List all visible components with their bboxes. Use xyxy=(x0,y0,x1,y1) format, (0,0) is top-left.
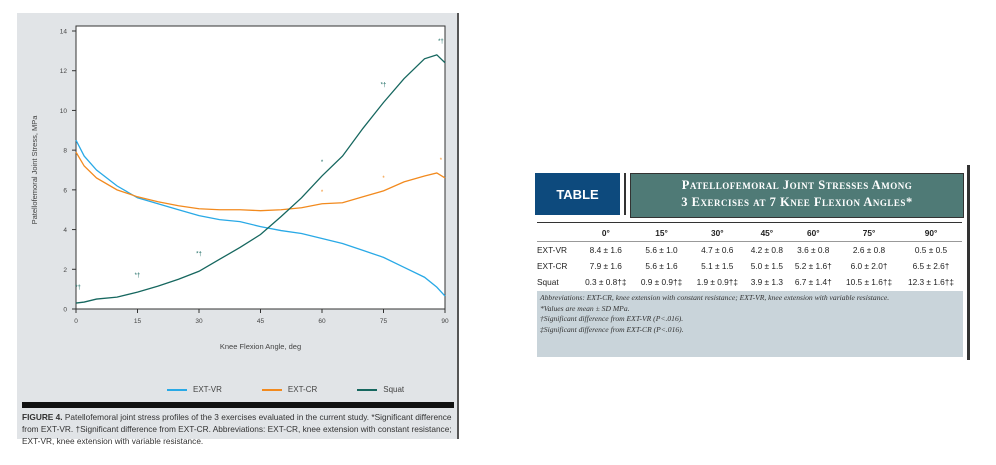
significance-marker: * xyxy=(382,176,385,182)
legend-item-squat: Squat xyxy=(357,385,404,394)
table-cell: 5.0 ± 1.5 xyxy=(750,261,783,271)
table-cell: 4.7 ± 0.6 xyxy=(701,245,734,255)
series-line-squat xyxy=(75,54,446,304)
y-tick-label: 12 xyxy=(60,68,68,75)
legend-label: EXT-VR xyxy=(193,385,222,394)
table-cell: 1.9 ± 0.9†‡ xyxy=(696,277,739,287)
y-tick-label: 0 xyxy=(63,307,67,314)
table-cell: 4.2 ± 0.8 xyxy=(750,245,783,255)
y-tick-label: 8 xyxy=(63,148,67,155)
divider xyxy=(624,173,626,215)
x-tick-label: 0 xyxy=(74,318,78,325)
column-header: 0° xyxy=(577,222,634,242)
table-cell: 6.5 ± 2.6† xyxy=(912,261,950,271)
legend-label: Squat xyxy=(383,385,405,394)
column-header: 75° xyxy=(838,222,900,242)
table-cell: 5.2 ± 1.6† xyxy=(794,261,832,271)
column-header: 30° xyxy=(689,222,746,242)
table-note: †Significant difference from EXT-VR (P<.… xyxy=(540,314,684,323)
table-row: EXT-CR 7.9 ± 1.6 5.6 ± 1.6 5.1 ± 1.5 5.0 ± 1… xyxy=(537,258,962,274)
column-header: 15° xyxy=(633,222,690,242)
table-cell: 6.0 ± 2.0† xyxy=(850,261,888,271)
x-tick-label: 15 xyxy=(134,318,142,325)
y-tick-label: 6 xyxy=(63,187,67,194)
y-tick-label: 10 xyxy=(60,108,68,115)
table-row: EXT-VR 8.4 ± 1.6 5.6 ± 1.0 4.7 ± 0.6 4.2 ± 0… xyxy=(537,242,962,259)
row-label: EXT-CR xyxy=(537,261,568,271)
x-tick-label: 75 xyxy=(380,318,388,325)
table-panel: TABLE Patellofemoral Joint Stresses Amon… xyxy=(527,165,970,360)
table-cell: 0.9 ± 0.9†‡ xyxy=(640,277,683,287)
table-note: ‡Significant difference from EXT-CR (P<.… xyxy=(540,324,684,334)
x-tick-label: 90 xyxy=(441,318,449,325)
table-cell: 5.1 ± 1.5 xyxy=(701,261,734,271)
table-cell: 5.6 ± 1.0 xyxy=(645,245,678,255)
series-line-ext-vr xyxy=(75,139,446,297)
column-header: 45° xyxy=(745,222,789,242)
line-chart: 0 2 4 6 8 10 12 14 0 15 30 45 60 75 90 Knee Flexion Ang… xyxy=(30,25,449,351)
table-cell: 8.4 ± 1.6 xyxy=(589,245,622,255)
table-note: *Values are mean ± SD MPa. xyxy=(540,303,630,313)
table-cell: 0.3 ± 0.8†‡ xyxy=(585,277,627,287)
row-label: Squat xyxy=(537,277,559,287)
stress-table: 0° 15° 30° 45° 60° 75° 90° EXT-VR 8.4 ± 1.6 5.6 … xyxy=(537,222,962,290)
significance-marker: *† xyxy=(135,273,141,279)
significance-marker: * xyxy=(321,190,324,196)
y-tick-label: 4 xyxy=(63,227,67,234)
caption-label: FIGURE 4. xyxy=(22,412,63,422)
table-cell: 10.5 ± 1.6†‡ xyxy=(845,277,893,287)
table-title: Patellofemoral Joint Stresses Among 3 Exe… xyxy=(630,173,964,218)
column-header: 60° xyxy=(788,222,839,242)
y-tick-label: 2 xyxy=(63,267,67,274)
caption-text: Patellofemoral joint stress profiles of … xyxy=(22,412,452,446)
title-line: Patellofemoral Joint Stresses Among xyxy=(681,178,913,192)
significance-marker: *† xyxy=(381,83,387,89)
significance-marker: * xyxy=(321,160,324,166)
significance-marker: *† xyxy=(75,285,81,291)
significance-marker: * xyxy=(440,158,443,164)
table-cell: 7.9 ± 1.6 xyxy=(589,261,622,271)
legend-item-ext-vr: EXT-VR xyxy=(167,385,222,394)
plot-area xyxy=(75,25,446,310)
column-header: 90° xyxy=(900,222,962,242)
table-row: Squat 0.3 ± 0.8†‡ 0.9 ± 0.9†‡ 1.9 ± 0.9†‡ 3.… xyxy=(537,274,962,290)
table-notes: Abbreviations: EXT-CR, knee extension wi… xyxy=(537,291,963,357)
significance-marker: *† xyxy=(438,39,444,45)
figure-panel: 0 2 4 6 8 10 12 14 0 15 30 45 60 75 90 Knee Flexion Ang… xyxy=(17,13,459,446)
table-cell: 12.3 ± 1.6†‡ xyxy=(907,277,955,287)
figure-caption: FIGURE 4. Patellofemoral joint stress pr… xyxy=(22,411,452,447)
x-tick-label: 60 xyxy=(318,318,326,325)
table-cell: 5.6 ± 1.6 xyxy=(645,261,678,271)
chart-legend: EXT-VR EXT-CR Squat xyxy=(167,385,404,394)
table-badge: TABLE xyxy=(535,173,620,215)
table-cell: 6.7 ± 1.4† xyxy=(794,277,832,287)
table-note: Abbreviations: EXT-CR, knee extension wi… xyxy=(540,293,890,302)
series-line-ext-cr xyxy=(75,151,446,212)
y-axis-label: Patellofemoral Joint Stress, MPa xyxy=(30,115,39,225)
x-axis-label: Knee Flexion Angle, deg xyxy=(220,342,301,351)
table-header-row: 0° 15° 30° 45° 60° 75° 90° xyxy=(537,222,962,242)
legend-item-ext-cr: EXT-CR xyxy=(261,385,318,394)
x-tick-label: 30 xyxy=(195,318,203,325)
column-header xyxy=(537,222,578,242)
table-cell: 3.6 ± 0.8 xyxy=(797,245,830,255)
row-label: EXT-VR xyxy=(537,245,567,255)
caption-divider xyxy=(22,402,454,408)
significance-marker: *† xyxy=(196,251,202,257)
y-tick-label: 14 xyxy=(60,29,68,36)
table-cell: 3.9 ± 1.3 xyxy=(750,277,783,287)
title-line: 3 Exercises at 7 Knee Flexion Angles* xyxy=(681,195,913,209)
table-cell: 0.5 ± 0.5 xyxy=(914,245,948,255)
table-cell: 2.6 ± 0.8 xyxy=(852,245,886,255)
x-tick-label: 45 xyxy=(257,318,265,325)
legend-label: EXT-CR xyxy=(287,385,318,394)
